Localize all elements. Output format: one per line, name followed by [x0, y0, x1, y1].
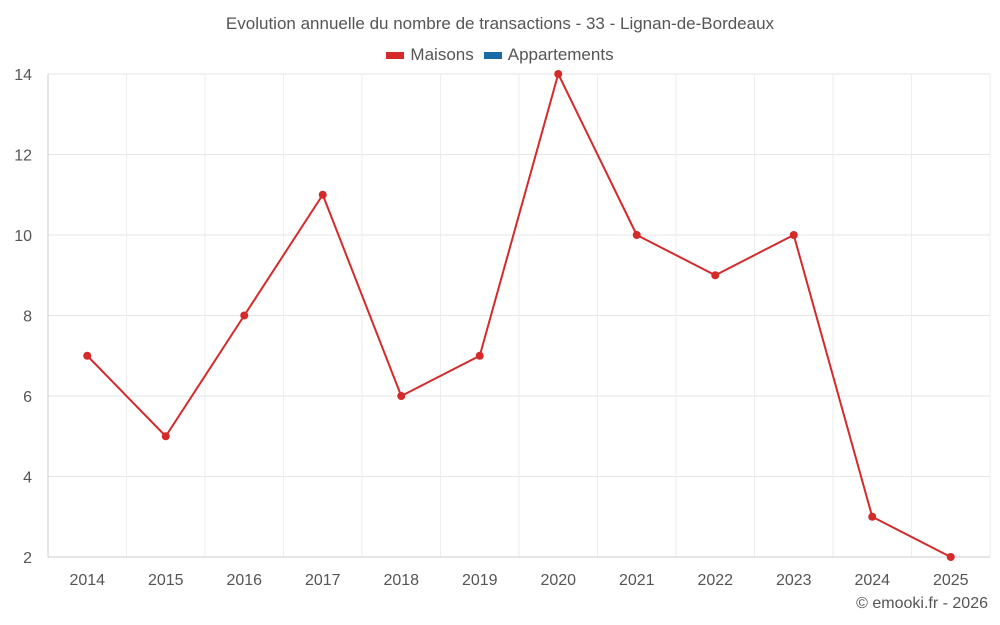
- x-tick-label: 2021: [619, 572, 655, 589]
- data-point: 2017: 11: [318, 190, 327, 199]
- x-tick-label: 2018: [383, 572, 419, 589]
- x-tick-label: 2020: [540, 572, 576, 589]
- x-tick-label: 2014: [69, 572, 105, 589]
- data-point: 2025: 2: [946, 553, 955, 561]
- legend-label-appartements: Appartements: [507, 45, 614, 64]
- y-tick-label: 10: [14, 228, 32, 245]
- y-tick-label: 2: [23, 550, 32, 567]
- y-tick-label: 6: [23, 389, 32, 406]
- data-point: 2016: 8: [240, 311, 249, 320]
- legend-swatch-appartements: [483, 51, 502, 59]
- data-point: 2020: 14: [554, 70, 563, 78]
- x-tick-label: 2023: [776, 572, 812, 589]
- legend-item-maisons[interactable]: Maisons: [386, 45, 474, 65]
- x-tick-label: 2025: [933, 572, 969, 589]
- legend-item-appartements[interactable]: Appartements: [483, 45, 614, 65]
- data-point: 2023: 10: [789, 231, 798, 239]
- data-point: 2024: 3: [868, 512, 877, 521]
- x-tick-label: 2017: [305, 572, 341, 589]
- legend: Maisons Appartements: [0, 45, 1000, 65]
- data-point: 2014: 7: [83, 351, 92, 360]
- x-tick-label: 2022: [697, 572, 733, 589]
- chart-title: Evolution annuelle du nombre de transact…: [225, 14, 775, 33]
- x-tick-label: 2019: [462, 572, 498, 589]
- y-tick-label: 4: [23, 470, 32, 487]
- y-tick-label: 12: [14, 148, 32, 165]
- data-point: 2019: 7: [475, 351, 484, 360]
- y-tick-label: 14: [14, 67, 32, 84]
- data-point: 2015: 5: [161, 432, 170, 441]
- y-tick-label: 8: [23, 309, 32, 326]
- legend-label-maisons: Maisons: [410, 45, 474, 64]
- data-point: 2022: 9: [711, 271, 720, 280]
- series-line-maisons: [86, 73, 952, 558]
- x-tick-label: 2016: [226, 572, 262, 589]
- x-tick-label: 2024: [854, 572, 890, 589]
- credit-text: © emooki.fr - 2026: [856, 595, 988, 612]
- legend-swatch-maisons: [386, 51, 405, 59]
- data-point: 2018: 6: [397, 392, 406, 400]
- x-tick-label: 2015: [148, 572, 184, 589]
- data-point: 2021: 10: [632, 231, 641, 239]
